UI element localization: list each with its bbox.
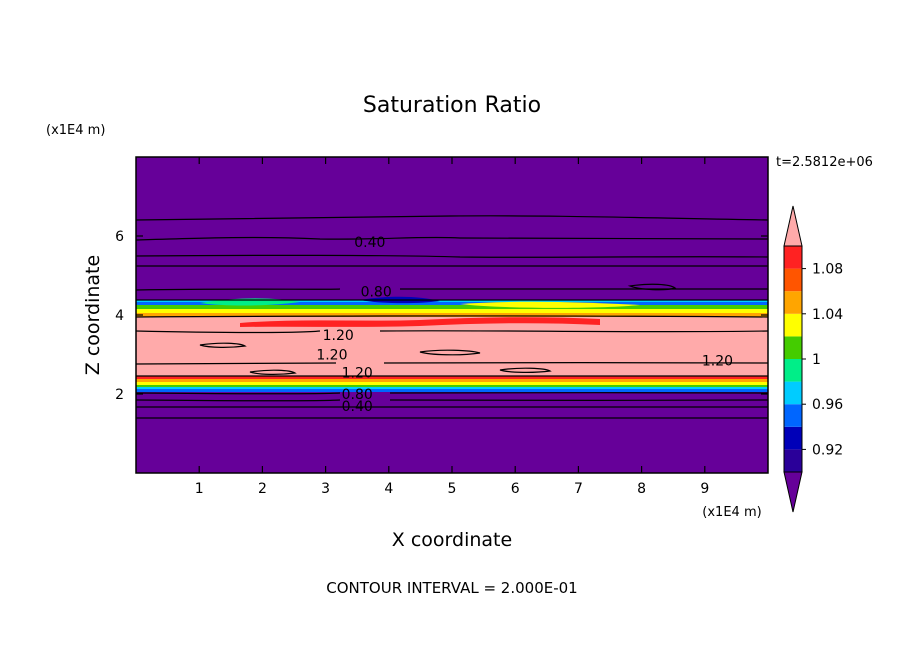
colorbar-segment xyxy=(784,426,802,450)
chart-title: Saturation Ratio xyxy=(363,93,541,118)
x-tick-label: 5 xyxy=(448,481,457,497)
y-tick-label: 4 xyxy=(115,308,124,324)
contour-label: 0.80 xyxy=(342,387,373,403)
contour-label: 1.20 xyxy=(342,365,373,381)
x-tick-label: 7 xyxy=(574,481,583,497)
colorbar-tick-label: 0.96 xyxy=(812,397,843,413)
colorbar-tick-label: 1.08 xyxy=(812,262,843,278)
x-tick-label: 3 xyxy=(321,481,330,497)
time-label: t=2.5812e+06 xyxy=(776,155,873,170)
contour-labels: 0.400.801.201.201.201.200.800.40 xyxy=(316,235,733,415)
lower-band-blue xyxy=(136,389,768,392)
yellow-patch-right xyxy=(460,301,640,308)
contour-label: 1.20 xyxy=(316,348,347,364)
x-axis-title: X coordinate xyxy=(392,529,512,551)
lower-band-orange xyxy=(136,379,768,383)
colorbar-segment xyxy=(784,313,802,337)
lower-band-green xyxy=(136,385,768,388)
colorbar-segment xyxy=(784,381,802,405)
contour-label: 0.40 xyxy=(342,399,373,415)
contour-label: 1.20 xyxy=(702,353,733,369)
colorbar-segment xyxy=(784,246,802,269)
contour-field xyxy=(136,157,768,473)
lower-band-red xyxy=(136,376,768,380)
x-tick-label: 8 xyxy=(637,481,646,497)
x-tick-label: 9 xyxy=(700,481,709,497)
colorbar-segment xyxy=(784,359,802,382)
contour-label: 0.80 xyxy=(361,284,392,300)
y-tick-label: 6 xyxy=(115,229,124,245)
contour-label: 0.40 xyxy=(354,235,385,251)
upper-band-blue xyxy=(136,302,768,306)
colorbar-segment xyxy=(784,336,802,359)
upper-red-streak xyxy=(240,317,600,327)
upper-band-yellow xyxy=(136,309,768,315)
colorbar-tick-label: 1 xyxy=(812,352,821,368)
lower-band-yellow xyxy=(136,382,768,386)
colorbar-segment xyxy=(784,268,802,292)
x-tick-label: 4 xyxy=(384,481,393,497)
colorbar: 0.92 0.96 1 1.04 1.08 xyxy=(783,205,843,513)
contour-lines xyxy=(136,215,768,419)
y-tick-label: 2 xyxy=(115,387,124,403)
colorbar-tick-label: 1.04 xyxy=(812,307,843,323)
colorbar-segment xyxy=(784,449,802,472)
contour-label: 1.20 xyxy=(323,328,354,344)
colorbar-lower-arrow xyxy=(783,471,803,513)
colorbar-segment xyxy=(784,404,802,427)
colorbar-upper-arrow xyxy=(783,205,803,247)
x-tick-label: 2 xyxy=(258,481,267,497)
y-axis-title: Z coordinate xyxy=(82,255,104,375)
x-tick-label: 1 xyxy=(195,481,204,497)
y-unit-label: (x1E4 m) xyxy=(46,123,105,138)
colorbar-segment xyxy=(784,291,802,314)
contour-interval-footer: CONTOUR INTERVAL = 2.000E-01 xyxy=(326,579,577,597)
x-tick-label: 6 xyxy=(511,481,520,497)
x-unit-label: (x1E4 m) xyxy=(702,505,761,520)
colorbar-tick-label: 0.92 xyxy=(812,442,843,458)
axis-ticks: 1 2 3 4 5 6 7 8 9 2 4 6 xyxy=(115,157,768,497)
lower-band-cyan xyxy=(136,387,768,390)
core-band-pink xyxy=(136,317,768,379)
upper-band-green xyxy=(136,305,768,311)
